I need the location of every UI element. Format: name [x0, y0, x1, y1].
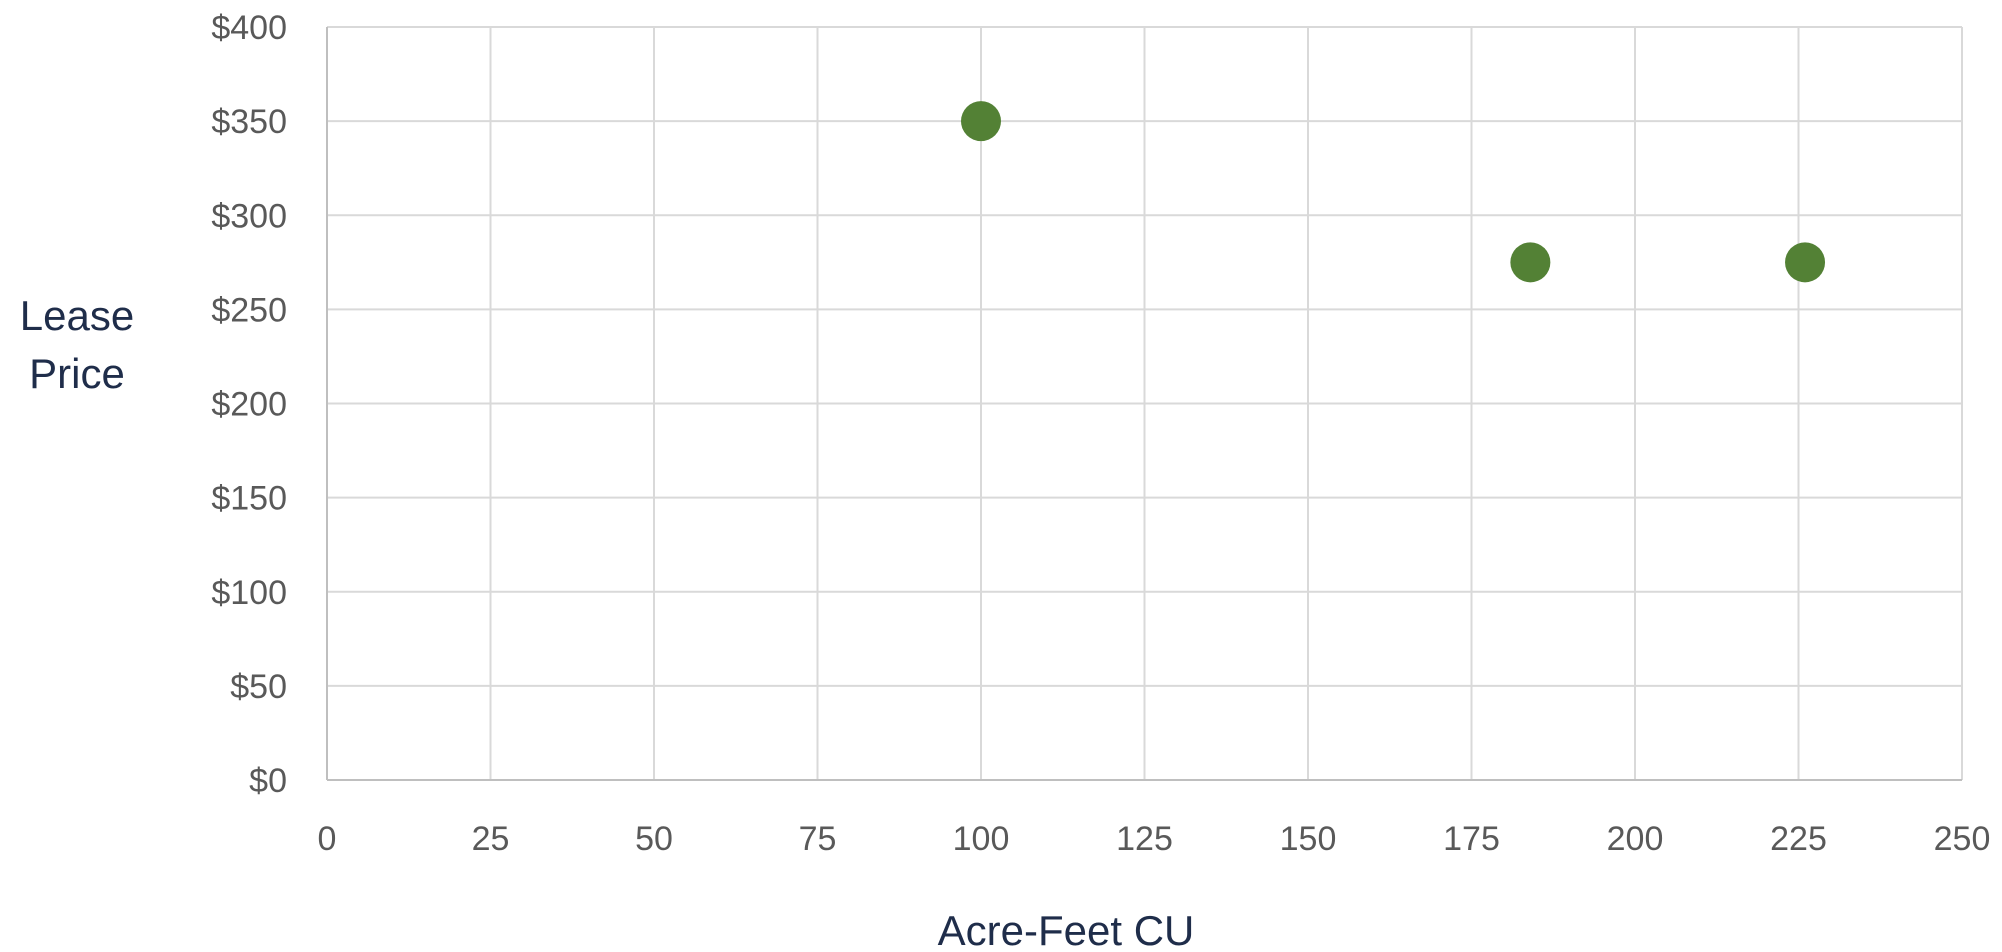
x-tick-label: 225	[1770, 820, 1827, 858]
x-tick-label: 0	[318, 820, 337, 858]
x-tick-label: 125	[1116, 820, 1173, 858]
x-tick-label: 25	[472, 820, 510, 858]
x-tick-label: 200	[1607, 820, 1664, 858]
x-axis-ticks: 0 25 50 75 100 125 150 175 200 225 250	[318, 820, 1991, 858]
data-point	[1785, 242, 1826, 283]
y-tick-label: $250	[211, 291, 287, 329]
y-tick-label: $300	[211, 197, 287, 235]
y-tick-label: $100	[211, 574, 287, 612]
x-tick-label: 250	[1934, 820, 1991, 858]
axes	[326, 27, 1962, 781]
y-axis-title-line-1: Lease	[20, 292, 134, 339]
x-tick-label: 175	[1443, 820, 1500, 858]
y-axis-ticks: $0 $50 $100 $150 $200 $250 $300 $350 $400	[211, 9, 287, 800]
x-tick-label: 150	[1280, 820, 1337, 858]
y-tick-label: $400	[211, 9, 287, 47]
y-tick-label: $150	[211, 480, 287, 518]
x-axis-title: Acre-Feet CU	[938, 907, 1195, 952]
data-points	[961, 101, 1826, 283]
y-tick-label: $50	[230, 668, 287, 706]
y-tick-label: $0	[249, 762, 287, 800]
x-tick-label: 75	[799, 820, 837, 858]
y-tick-label: $200	[211, 386, 287, 424]
y-axis-title-line-2: Price	[29, 350, 125, 397]
x-tick-label: 100	[953, 820, 1010, 858]
y-tick-label: $350	[211, 103, 287, 141]
gridlines	[327, 26, 1963, 780]
x-tick-label: 50	[635, 820, 673, 858]
data-point	[1510, 242, 1551, 283]
data-point	[961, 101, 1001, 142]
